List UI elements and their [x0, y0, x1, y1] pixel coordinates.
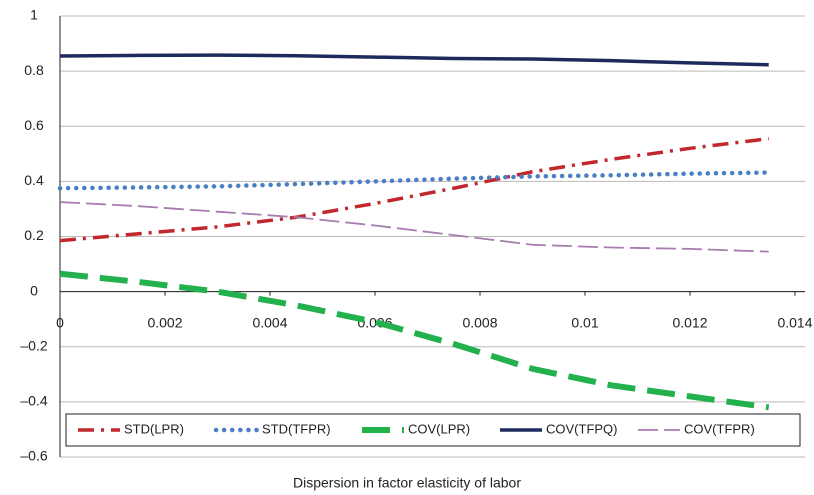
legend: STD(LPR) STD(TFPR) COV(LPR) COV(TFPQ) COV(TF…	[65, 413, 801, 447]
x-tick-label: 0.004	[252, 314, 287, 330]
y-tick-label: 0	[30, 282, 38, 298]
y-tick-label: –0.6	[20, 448, 47, 464]
x-axis-title: Dispersion in factor elasticity of labor	[293, 475, 521, 491]
x-tick-label: 0.002	[147, 314, 182, 330]
y-tick-label: –0.4	[20, 393, 47, 409]
x-tick-label: 0.008	[462, 314, 497, 330]
series-line	[57, 170, 771, 191]
x-tick-label: 0.012	[672, 314, 707, 330]
legend-text: STD(TFPR)	[262, 421, 331, 436]
x-tick-label: 0.01	[571, 314, 598, 330]
legend-text: STD(LPR)	[124, 421, 184, 436]
y-tick-label: 0.2	[24, 227, 44, 243]
legend-text: COV(LPR)	[408, 421, 470, 436]
y-tick-label: 0.6	[24, 117, 44, 133]
y-tick-label: –0.2	[20, 337, 47, 353]
y-tick-label: 1	[30, 7, 38, 23]
y-tick-label: 0.4	[24, 172, 44, 188]
x-tick-label: 0.014	[777, 314, 812, 330]
series-line	[59, 201, 769, 253]
x-tick-label: 0	[56, 314, 64, 330]
series-line	[59, 53, 769, 67]
legend-text: COV(TFPQ)	[546, 421, 618, 436]
series-line	[59, 270, 770, 411]
y-tick-label: 0.8	[24, 62, 44, 78]
series-line	[59, 136, 769, 243]
legend-text: COV(TFPR)	[684, 421, 755, 436]
